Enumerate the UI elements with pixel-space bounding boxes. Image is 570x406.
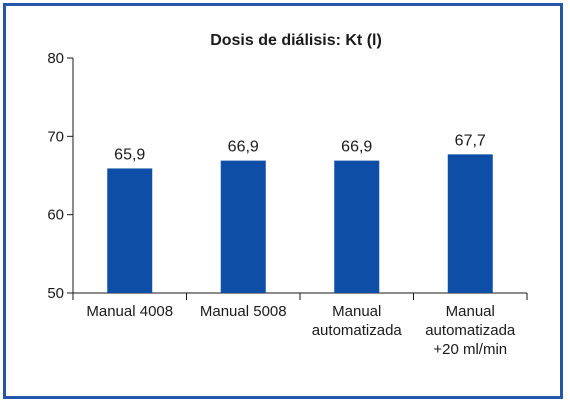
- bar: [107, 168, 153, 293]
- data-label: 66,9: [341, 139, 372, 156]
- category-label: automatizada: [425, 322, 516, 339]
- category-label: Manual: [332, 303, 381, 320]
- chart-labels: 65,9 Manual 4008 66,9 Manual 5008 66,9 Manual…: [86, 132, 516, 358]
- category-label: Manual 5008: [200, 303, 287, 320]
- bar: [220, 160, 266, 293]
- bar: [334, 160, 380, 293]
- y-tick-label: 70: [47, 128, 64, 145]
- y-tick-label: 50: [47, 285, 64, 302]
- y-tick-label: 60: [47, 207, 64, 224]
- category-label: Manual 4008: [86, 303, 173, 320]
- data-label: 67,7: [455, 132, 486, 149]
- data-label: 65,9: [114, 146, 145, 163]
- chart-bars: [107, 154, 493, 293]
- category-label: automatizada: [312, 322, 403, 339]
- chart-title: Dosis de diálisis: Kt (l): [210, 32, 382, 49]
- y-tick-label: 80: [47, 50, 64, 67]
- bar: [447, 154, 493, 293]
- data-label: 66,9: [228, 139, 259, 156]
- category-label: Manual: [446, 303, 495, 320]
- category-label: +20 ml/min: [433, 341, 507, 358]
